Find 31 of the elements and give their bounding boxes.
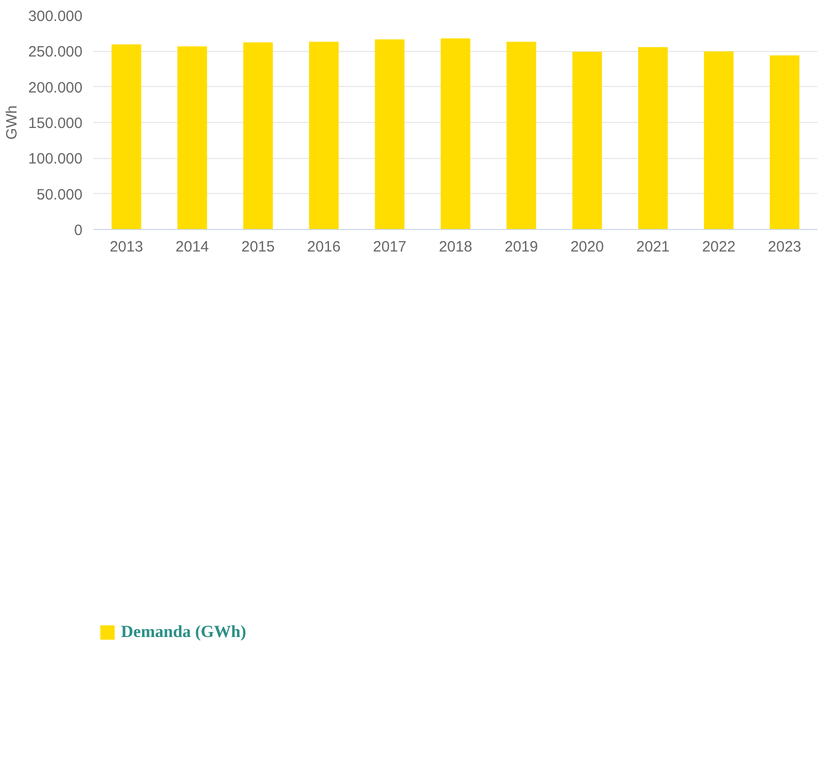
y-tick-label: 200.000 — [28, 79, 83, 96]
legend-label: Demanda (GWh) — [121, 622, 246, 642]
bar — [177, 46, 208, 230]
x-tick-label: 2021 — [636, 238, 670, 256]
bar — [506, 42, 536, 230]
y-axis-title: GWh — [3, 105, 20, 140]
bar — [243, 42, 273, 230]
y-tick-label: 0 — [74, 222, 82, 239]
x-tick-label: 2019 — [504, 238, 538, 256]
y-tick-label: 50.000 — [36, 186, 83, 204]
x-tick-label: 2013 — [110, 238, 144, 256]
bar — [309, 42, 339, 230]
bar — [704, 51, 734, 230]
bar — [374, 39, 404, 230]
bar — [638, 47, 668, 230]
bar — [770, 55, 800, 230]
bar — [572, 52, 602, 230]
y-tick-label: 100.000 — [28, 150, 83, 168]
y-tick-label: 150.000 — [28, 115, 83, 132]
bar — [440, 38, 470, 230]
y-tick-label: 300.000 — [28, 8, 83, 25]
x-tick-label: 2015 — [241, 238, 275, 256]
x-tick-label: 2020 — [570, 238, 604, 256]
x-tick-label: 2018 — [438, 238, 472, 256]
x-tick-label: 2023 — [768, 238, 802, 256]
y-tick-label: 250.000 — [28, 44, 83, 61]
x-tick-label: 2016 — [307, 238, 341, 256]
x-tick-label: 2017 — [372, 238, 406, 256]
x-tick-label: 2022 — [702, 238, 736, 256]
bar — [112, 44, 142, 230]
x-tick-label: 2014 — [176, 238, 209, 256]
